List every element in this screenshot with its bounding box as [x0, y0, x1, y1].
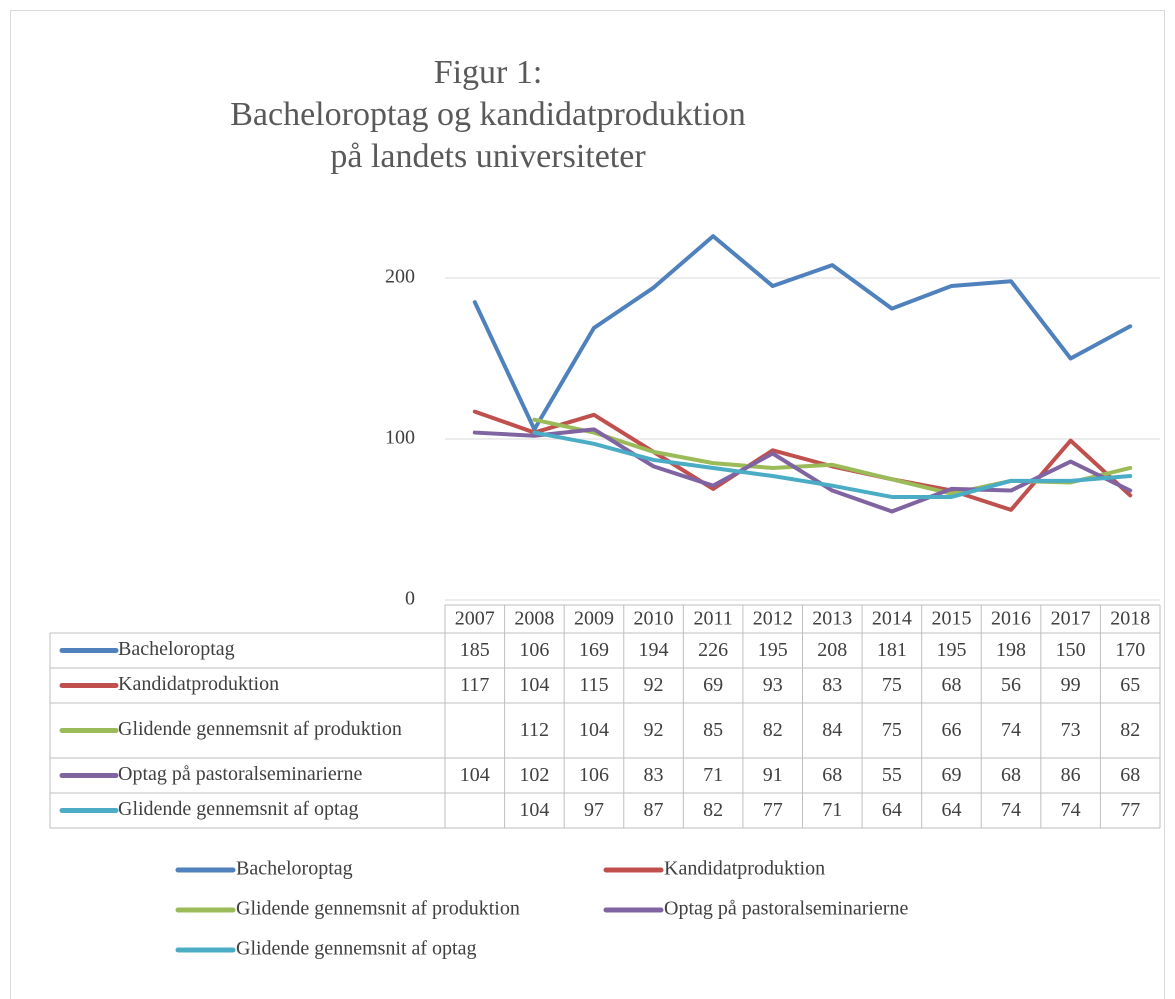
x-tick-label: 2016 [991, 608, 1031, 630]
legend-label: Bacheloroptag [236, 858, 353, 880]
table-value: 93 [763, 674, 783, 696]
x-tick-label: 2013 [812, 608, 852, 630]
table-value: 106 [519, 639, 549, 661]
table-value: 104 [460, 764, 490, 786]
table-value: 85 [703, 719, 723, 741]
table-value: 117 [460, 674, 489, 696]
chart-border [10, 10, 1165, 999]
table-value: 226 [698, 639, 728, 661]
table-value: 75 [882, 674, 902, 696]
table-value: 69 [941, 764, 961, 786]
table-value: 208 [817, 639, 847, 661]
x-tick-label: 2015 [931, 608, 971, 630]
table-value: 68 [941, 674, 961, 696]
series-line [472, 409, 1133, 512]
series-line [532, 430, 1133, 499]
legend-label: Kandidatproduktion [664, 858, 825, 880]
series-line [472, 427, 1133, 514]
table-value: 75 [882, 719, 902, 741]
x-tick-label: 2011 [693, 608, 732, 630]
table-value: 83 [644, 764, 664, 786]
table-value: 74 [1001, 799, 1021, 821]
table-value: 169 [579, 639, 609, 661]
table-value: 71 [703, 764, 723, 786]
table-value: 92 [644, 674, 664, 696]
table-value: 87 [644, 799, 664, 821]
table-value: 99 [1061, 674, 1081, 696]
chart-title: Figur 1: [434, 54, 543, 91]
legend-label: Glidende gennemsnit af optag [236, 938, 477, 960]
table-value: 68 [822, 764, 842, 786]
table-value: 69 [703, 674, 723, 696]
x-tick-label: 2010 [634, 608, 674, 630]
table-value: 77 [1120, 799, 1140, 821]
table-value: 68 [1120, 764, 1140, 786]
x-tick-label: 2009 [574, 608, 614, 630]
table-value: 97 [584, 799, 604, 821]
table-row-label: Kandidatproduktion [118, 673, 279, 695]
table-value: 195 [936, 639, 966, 661]
table-value: 82 [763, 719, 783, 741]
table-value: 181 [877, 639, 907, 661]
table-value: 74 [1001, 719, 1021, 741]
table-value: 104 [579, 719, 609, 741]
table-value: 115 [579, 674, 608, 696]
y-tick-label: 0 [405, 588, 415, 610]
table-row-label: Glidende gennemsnit af optag [118, 798, 359, 820]
table-value: 198 [996, 639, 1026, 661]
legend-label: Glidende gennemsnit af produktion [236, 898, 520, 920]
table-value: 56 [1001, 674, 1021, 696]
table-value: 150 [1056, 639, 1086, 661]
x-tick-label: 2014 [872, 608, 912, 630]
table-value: 84 [822, 719, 842, 741]
table-value: 112 [520, 719, 549, 741]
x-tick-label: 2007 [455, 608, 495, 630]
x-tick-label: 2017 [1051, 608, 1091, 630]
table-value: 91 [763, 764, 783, 786]
table-row-label: Glidende gennemsnit af produktion [118, 718, 402, 740]
table-value: 68 [1001, 764, 1021, 786]
chart-title: Bacheloroptag og kandidatproduktion [230, 96, 746, 133]
table-value: 185 [460, 639, 490, 661]
table-value: 71 [822, 799, 842, 821]
table-value: 64 [941, 799, 961, 821]
table-value: 73 [1061, 719, 1081, 741]
table-value: 77 [763, 799, 783, 821]
table-value: 195 [758, 639, 788, 661]
table-value: 170 [1115, 639, 1145, 661]
y-tick-label: 200 [385, 266, 415, 288]
table-value: 92 [644, 719, 664, 741]
table-value: 104 [519, 799, 549, 821]
table-value: 65 [1120, 674, 1140, 696]
series-line [472, 234, 1133, 432]
table-value: 86 [1061, 764, 1081, 786]
table-value: 64 [882, 799, 902, 821]
x-tick-label: 2008 [514, 608, 554, 630]
table-value: 74 [1061, 799, 1081, 821]
table-value: 82 [703, 799, 723, 821]
table-row-label: Bacheloroptag [118, 638, 235, 660]
table-value: 104 [519, 674, 549, 696]
table-value: 55 [882, 764, 902, 786]
table-value: 194 [639, 639, 669, 661]
x-tick-label: 2012 [753, 608, 793, 630]
table-value: 106 [579, 764, 609, 786]
table-value: 66 [941, 719, 961, 741]
legend-label: Optag på pastoralseminarierne [664, 898, 908, 920]
table-row-label: Optag på pastoralseminarierne [118, 763, 362, 785]
table-value: 102 [519, 764, 549, 786]
table-value: 82 [1120, 719, 1140, 741]
table-value: 83 [822, 674, 842, 696]
y-tick-label: 100 [385, 427, 415, 449]
x-tick-label: 2018 [1110, 608, 1150, 630]
chart-title: på landets universiteter [330, 138, 646, 175]
